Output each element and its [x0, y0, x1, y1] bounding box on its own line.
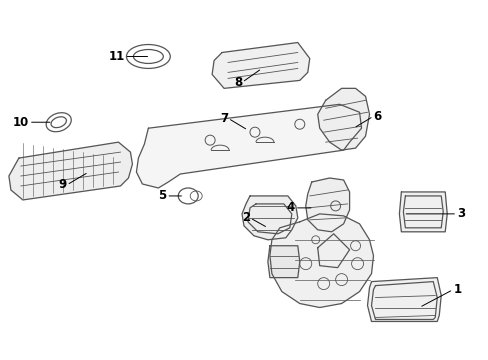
Text: 2: 2	[242, 211, 249, 224]
Polygon shape	[399, 192, 447, 232]
Ellipse shape	[126, 45, 170, 68]
Text: 9: 9	[59, 179, 66, 192]
Polygon shape	[242, 196, 297, 240]
Text: 7: 7	[220, 112, 227, 125]
Ellipse shape	[178, 188, 198, 204]
Text: 1: 1	[452, 283, 460, 296]
Text: 6: 6	[373, 110, 381, 123]
Polygon shape	[136, 104, 361, 188]
Text: 10: 10	[13, 116, 29, 129]
Text: 8: 8	[233, 76, 242, 89]
Text: 5: 5	[158, 189, 166, 202]
Polygon shape	[212, 42, 309, 88]
Polygon shape	[269, 214, 373, 307]
Text: 3: 3	[456, 207, 465, 220]
Text: 4: 4	[286, 201, 294, 215]
Polygon shape	[317, 88, 369, 150]
Polygon shape	[367, 278, 440, 321]
Polygon shape	[305, 178, 349, 232]
Ellipse shape	[46, 113, 71, 132]
Polygon shape	[9, 142, 132, 200]
Text: 11: 11	[108, 50, 124, 63]
Polygon shape	[267, 246, 299, 278]
